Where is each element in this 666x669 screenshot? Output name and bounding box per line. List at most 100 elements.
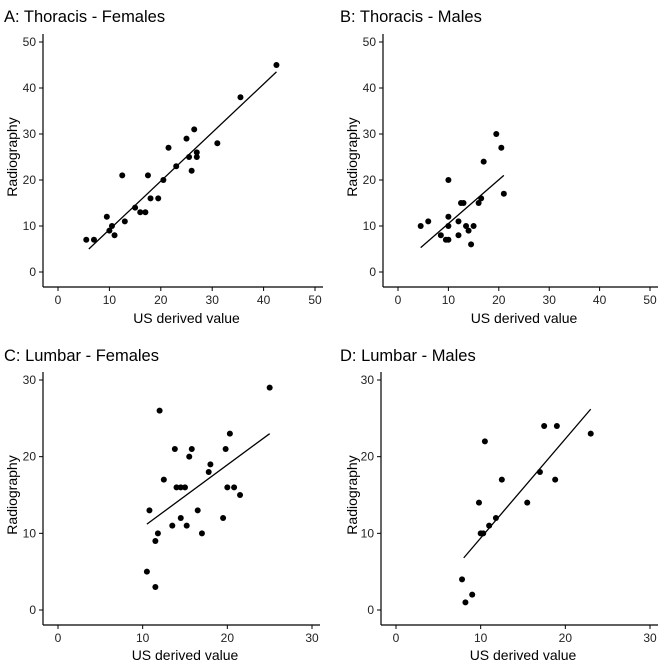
data-point: [119, 172, 126, 179]
y-tick-label: 20: [361, 450, 375, 464]
data-point: [193, 154, 200, 160]
x-tick-label: 50: [308, 293, 322, 307]
x-tick-label: 20: [154, 293, 168, 307]
data-point: [171, 446, 178, 452]
y-tick-label: 40: [23, 81, 37, 95]
data-point: [177, 484, 184, 491]
data-point: [445, 177, 452, 183]
data-point: [552, 476, 559, 483]
y-tick-label: 20: [363, 173, 377, 187]
data-point: [182, 484, 188, 491]
y-tick-label: 0: [29, 603, 36, 617]
data-point: [273, 62, 280, 68]
data-point: [186, 154, 193, 160]
data-point: [524, 499, 531, 506]
data-point: [214, 140, 221, 147]
data-point: [455, 218, 462, 225]
x-tick-label: 10: [474, 631, 488, 645]
data-point: [207, 461, 214, 468]
data-point: [132, 204, 139, 211]
data-point: [111, 232, 118, 239]
data-point: [237, 94, 244, 101]
data-point: [469, 591, 476, 598]
data-point: [165, 144, 172, 151]
x-axis-title: US derived value: [470, 647, 577, 663]
data-point: [106, 227, 113, 234]
data-point: [465, 227, 472, 234]
data-point: [475, 499, 482, 506]
data-point: [475, 200, 482, 206]
data-point: [155, 195, 162, 202]
data-point: [536, 469, 543, 475]
y-tick-label: 30: [23, 373, 37, 387]
y-tick-label: 30: [363, 127, 377, 141]
y-tick-label: 0: [369, 265, 376, 279]
y-tick-label: 10: [361, 526, 375, 540]
y-tick-label: 20: [23, 450, 37, 464]
data-point: [173, 484, 180, 491]
y-tick-label: 0: [367, 603, 374, 617]
data-point: [152, 584, 159, 590]
data-point: [154, 530, 161, 537]
data-point: [463, 223, 470, 229]
data-point: [417, 223, 424, 229]
data-point: [188, 446, 195, 452]
data-point: [266, 384, 273, 391]
data-point: [587, 430, 594, 437]
y-tick-label: 10: [23, 526, 37, 540]
data-point: [194, 507, 201, 514]
x-tick-label: 10: [136, 631, 150, 645]
regression-line: [88, 71, 277, 250]
data-point: [481, 438, 488, 445]
data-point: [237, 492, 244, 498]
data-point: [152, 538, 159, 544]
x-axis-title: US derived value: [471, 310, 578, 326]
data-point: [459, 576, 466, 583]
data-point: [486, 522, 493, 529]
chart-panel-1: A: Thoracis - Females 0 10 20 30 40 50 0 10 20 30 4…: [4, 8, 323, 326]
data-point: [83, 236, 90, 243]
data-point: [498, 144, 505, 151]
data-point: [205, 469, 212, 475]
y-tick-label: 50: [363, 35, 377, 49]
x-tick-label: 50: [643, 293, 657, 307]
data-point: [498, 476, 505, 483]
data-point: [183, 135, 190, 142]
data-point: [191, 126, 198, 133]
data-point: [445, 213, 452, 220]
data-point: [478, 195, 485, 202]
data-point: [108, 223, 115, 229]
data-point: [493, 131, 500, 137]
x-tick-label: 0: [393, 631, 400, 645]
x-tick-label: 30: [305, 631, 319, 645]
data-point: [160, 476, 167, 483]
data-point: [103, 213, 110, 220]
data-point: [226, 430, 233, 437]
data-point: [462, 599, 469, 606]
data-point: [198, 530, 205, 537]
x-tick-label: 40: [257, 293, 271, 307]
regression-line: [146, 433, 271, 525]
y-tick-label: 30: [23, 127, 37, 141]
y-tick-label: 10: [23, 219, 37, 233]
data-point: [468, 241, 475, 248]
y-tick-label: 0: [29, 265, 36, 279]
x-tick-label: 10: [442, 293, 456, 307]
y-tick-label: 40: [363, 81, 377, 95]
x-tick-label: 30: [543, 293, 557, 307]
y-axis-title: Radiography: [4, 455, 20, 534]
x-tick-label: 30: [643, 631, 657, 645]
chart-panel-4: D: Lumbar - Males 0 10 20 30 0 10 20 30 US derive…: [340, 347, 658, 663]
chart-title: A: Thoracis - Females: [4, 8, 165, 26]
data-point: [188, 167, 195, 174]
x-tick-label: 10: [103, 293, 117, 307]
data-point: [231, 484, 238, 491]
data-point: [220, 515, 227, 521]
data-point: [480, 158, 487, 165]
data-point: [492, 515, 499, 521]
data-point: [147, 195, 154, 202]
y-axis-title: Radiography: [344, 117, 360, 196]
data-point: [541, 423, 548, 429]
